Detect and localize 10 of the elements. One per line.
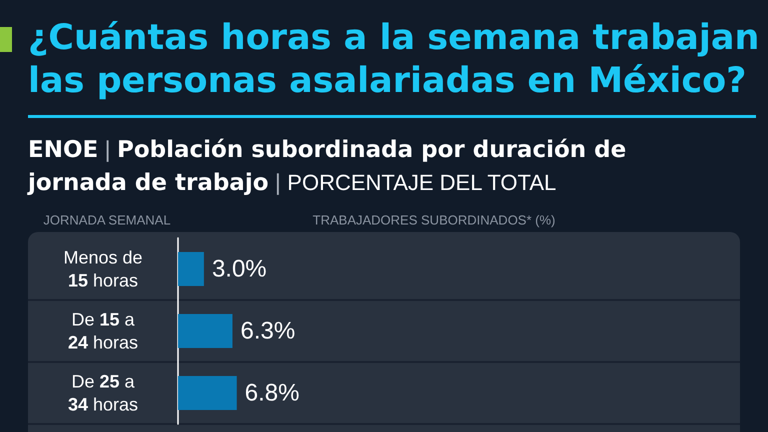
chart-title: ¿Cuántas horas a la semana trabajan las personas asalariadas en México? [28, 17, 760, 103]
data-label: 6.8% [244, 380, 300, 406]
chart-subtitle: ENOE | Población subordinada por duración de jornada de trabajo | PORCENTAJE DEL TOTAL [28, 136, 626, 196]
x-axis-title: TRABAJADORES SUBORDINADOS* (%) [312, 212, 556, 228]
y-axis-title: JORNADA SEMANAL [43, 212, 171, 228]
category-label: De 15 a 24 horas [68, 310, 138, 352]
data-label: 3.0% [212, 256, 267, 282]
data-label: 6.3% [240, 318, 296, 344]
category-label: De 25 a 34 horas [68, 372, 138, 414]
category-label: Menos de 15 horas [63, 248, 143, 290]
